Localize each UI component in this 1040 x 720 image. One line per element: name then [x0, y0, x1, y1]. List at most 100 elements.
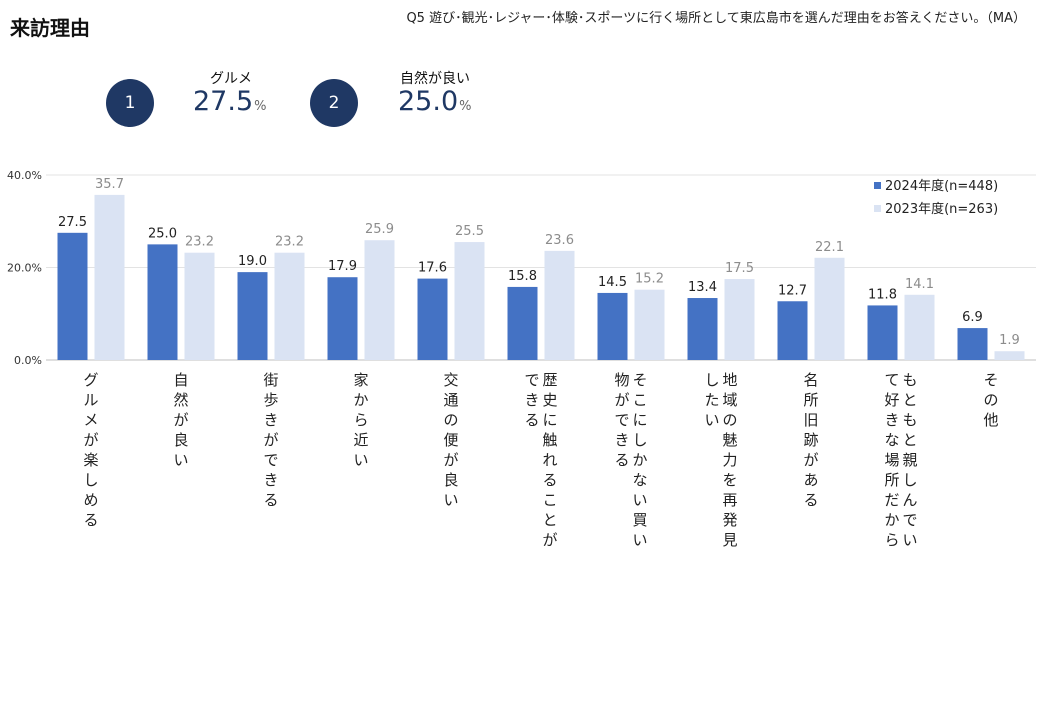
data-label-s1-4: 25.5 [455, 224, 484, 239]
category-label-9-1-7: か [884, 511, 899, 529]
category-label-8-0-3: 跡 [803, 431, 818, 449]
data-label-s0-0: 27.5 [58, 215, 87, 230]
category-label-2-0-6: る [263, 491, 278, 509]
bar-s1-2 [274, 252, 305, 360]
category-label-9-1-2: き [884, 411, 899, 429]
category-label-2-0-4: で [263, 451, 278, 469]
category-label-8-0-1: 所 [803, 391, 818, 409]
y-tick-label-0: 0.0% [14, 354, 42, 367]
data-label-s0-1: 25.0 [148, 226, 177, 241]
bar-s0-8 [777, 301, 808, 360]
category-label-8-0-4: が [803, 451, 818, 469]
category-label-9-1-3: な [884, 431, 899, 449]
category-label-8-0-6: る [803, 491, 818, 509]
y-tick-label-2: 40.0% [7, 169, 42, 182]
rank-value-2-number: 25.0 [398, 86, 459, 117]
category-label-4-0-0: 交 [443, 371, 458, 389]
category-label-9-0-4: 親 [902, 451, 917, 469]
category-label-9-0-8: い [902, 531, 917, 549]
category-label-4-0-2: の [443, 411, 458, 429]
category-label-6-0-3: し [632, 431, 647, 449]
data-label-s1-10: 1.9 [999, 333, 1020, 348]
data-label-s1-8: 22.1 [815, 240, 844, 255]
category-label-8-0-2: 旧 [803, 411, 818, 429]
category-label-6-1-2: で [614, 411, 629, 429]
category-label-2-0-1: 歩 [263, 391, 278, 409]
category-label-0-0-1: ル [83, 391, 98, 409]
category-label-7-1-2: い [704, 411, 719, 429]
legend-label-0: 2024年度(n=448) [885, 178, 998, 194]
category-label-0-0-0: グ [83, 371, 98, 389]
category-label-8-0-5: あ [803, 471, 818, 489]
legend-swatch-1 [874, 205, 881, 212]
bar-s0-0 [57, 232, 88, 360]
category-label-5-1-0: で [524, 371, 539, 389]
category-label-7-1-0: し [704, 371, 719, 389]
bar-s0-10 [957, 328, 988, 360]
data-label-s0-6: 14.5 [598, 275, 627, 290]
category-label-5-0-5: る [542, 471, 557, 489]
category-label-9-1-6: だ [884, 491, 899, 509]
category-label-6-0-6: い [632, 491, 647, 509]
legend-label-1: 2023年度(n=263) [885, 201, 998, 217]
category-label-9-1-5: 所 [884, 471, 899, 489]
category-label-5-0-6: こ [542, 491, 557, 509]
category-label-4-0-1: 通 [443, 391, 458, 409]
category-label-5-0-1: 史 [542, 391, 557, 409]
category-label-5-0-4: れ [542, 451, 557, 469]
data-label-s0-8: 12.7 [778, 283, 807, 298]
category-label-7-0-1: 域 [722, 391, 737, 409]
bar-s1-9 [904, 294, 935, 360]
rank-value-2: 25.0% [398, 86, 471, 117]
category-label-5-1-2: る [524, 411, 539, 429]
bar-s0-6 [597, 292, 628, 360]
category-label-0-0-3: が [83, 431, 98, 449]
category-label-3-0-3: 近 [353, 431, 368, 449]
category-label-6-0-1: こ [632, 391, 647, 409]
category-label-2-0-0: 街 [263, 371, 278, 389]
category-label-3-0-1: か [353, 391, 368, 409]
category-label-2-0-2: き [263, 411, 278, 429]
category-label-1-0-3: 良 [173, 431, 188, 449]
category-label-6-1-3: き [614, 431, 629, 449]
category-label-1-0-4: い [173, 451, 188, 469]
category-label-1-0-2: が [173, 411, 188, 429]
category-label-6-0-7: 買 [632, 511, 647, 529]
bar-s1-10 [994, 351, 1025, 360]
bar-s0-4 [417, 278, 448, 360]
data-label-s1-6: 15.2 [635, 272, 664, 287]
rank-label-1: グルメ [210, 71, 252, 87]
category-label-7-0-3: 魅 [722, 431, 737, 449]
category-label-2-0-5: き [263, 471, 278, 489]
category-label-5-1-1: き [524, 391, 539, 409]
category-label-7-0-5: を [722, 471, 737, 489]
category-label-1-0-1: 然 [173, 391, 188, 409]
data-label-s0-2: 19.0 [238, 254, 267, 269]
bar-s1-8 [814, 257, 845, 360]
category-label-9-0-7: で [902, 511, 917, 529]
legend-swatch-0 [874, 182, 881, 189]
category-label-9-0-6: ん [902, 491, 917, 509]
rank-value-1-number: 27.5 [193, 86, 254, 117]
bar-s0-3 [327, 277, 358, 360]
page-title: 来訪理由 [10, 16, 90, 40]
category-label-8-0-0: 名 [803, 371, 818, 389]
category-label-9-1-1: 好 [884, 391, 899, 409]
data-label-s1-5: 23.6 [545, 233, 574, 248]
category-label-6-0-2: に [632, 411, 647, 429]
category-label-7-0-2: の [722, 411, 737, 429]
category-label-9-0-2: も [902, 411, 917, 429]
bar-s0-1 [147, 244, 178, 360]
data-label-s0-5: 15.8 [508, 269, 537, 284]
bar-s1-3 [364, 240, 395, 360]
category-label-6-0-0: そ [632, 371, 647, 389]
bar-s1-0 [94, 194, 125, 360]
data-label-s1-9: 14.1 [905, 277, 934, 292]
category-label-5-0-7: と [542, 511, 557, 529]
category-label-0-0-6: め [83, 491, 98, 509]
rank-value-1: 27.5% [193, 86, 266, 117]
data-label-s0-10: 6.9 [962, 310, 983, 325]
category-label-6-0-8: い [632, 531, 647, 549]
category-label-0-0-4: 楽 [83, 451, 98, 469]
